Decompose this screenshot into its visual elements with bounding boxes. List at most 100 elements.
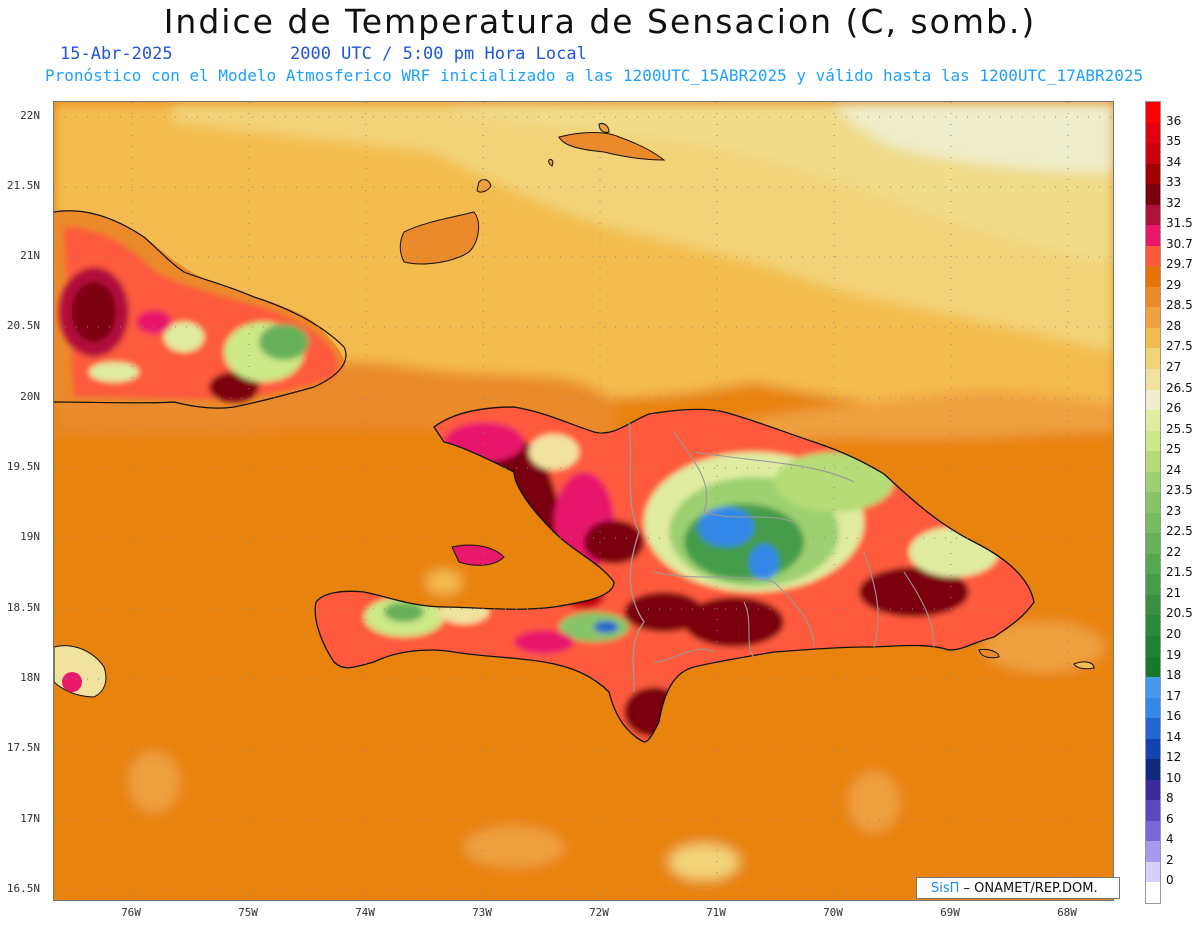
colorbar-swatch	[1146, 882, 1160, 903]
lon-label: 71W	[706, 906, 726, 919]
jamaica-landmass	[54, 645, 107, 698]
colorbar-swatch	[1146, 759, 1160, 781]
colorbar-swatch	[1146, 800, 1160, 822]
colorbar-label: 28.5	[1166, 298, 1193, 313]
lat-label: 18N	[20, 671, 40, 684]
colorbar-swatch	[1146, 204, 1160, 226]
colorbar-label: 27	[1166, 360, 1182, 374]
colorbar-swatch	[1146, 594, 1160, 616]
colorbar-swatch	[1146, 286, 1160, 308]
lat-label: 18.5N	[6, 601, 40, 614]
colorbar-swatch	[1146, 779, 1160, 801]
forecast-time: 2000 UTC / 5:00 pm Hora Local	[290, 44, 587, 64]
colorbar-swatch	[1146, 102, 1160, 124]
colorbar	[1145, 101, 1161, 904]
colorbar-label: 27.5	[1166, 339, 1193, 354]
colorbar-swatch	[1146, 245, 1160, 267]
colorbar-label: 19	[1166, 647, 1182, 662]
colorbar-label: 33	[1166, 175, 1182, 190]
colorbar-swatch	[1146, 820, 1160, 842]
colorbar-label: 18	[1166, 668, 1182, 683]
temperature-map	[54, 102, 1113, 900]
colorbar-label: 26.5	[1166, 380, 1193, 395]
colorbar-swatch	[1146, 492, 1160, 514]
colorbar-label: 20	[1166, 627, 1182, 641]
colorbar-swatch	[1146, 122, 1160, 144]
colorbar-label: 20.5	[1166, 606, 1193, 621]
puerto-rico-edge	[1073, 661, 1095, 670]
brand-logo: SisΠ	[931, 881, 960, 896]
colorbar-swatch	[1146, 533, 1160, 555]
colorbar-swatch	[1146, 327, 1160, 349]
lat-label: 22N	[20, 109, 40, 122]
graticule	[54, 102, 1113, 900]
lat-label: 19N	[20, 530, 40, 543]
colorbar-swatch	[1146, 574, 1160, 596]
credit-box: SisΠ – ONAMET/REP.DOM.	[916, 877, 1120, 899]
colorbar-label: 35	[1166, 134, 1182, 149]
lon-label: 70W	[823, 906, 843, 919]
colorbar-swatch	[1146, 430, 1160, 452]
colorbar-label: 14	[1166, 729, 1182, 744]
colorbar-label: 24	[1166, 462, 1182, 477]
colorbar-swatch	[1146, 677, 1160, 699]
colorbar-swatch	[1146, 636, 1160, 658]
lat-label: 21.5N	[6, 179, 40, 192]
colorbar-swatch	[1146, 163, 1160, 185]
lat-label: 20.5N	[6, 319, 40, 332]
colorbar-swatch	[1146, 697, 1160, 719]
lon-label: 76W	[121, 906, 141, 919]
colorbar-label: 25.5	[1166, 421, 1193, 436]
colorbar-swatch	[1146, 410, 1160, 432]
colorbar-swatch	[1146, 451, 1160, 473]
page-title: Indice de Temperatura de Sensacion (C, s…	[163, 2, 1037, 41]
lon-label: 69W	[940, 906, 960, 919]
colorbar-label: 12	[1166, 750, 1182, 765]
forecast-date: 15-Abr-2025	[60, 44, 173, 64]
lat-label: 21N	[20, 249, 40, 262]
colorbar-swatch	[1146, 266, 1160, 288]
colorbar-label: 21	[1166, 585, 1182, 600]
credit-text: – ONAMET/REP.DOM.	[959, 881, 1098, 896]
colorbar-label: 36	[1166, 113, 1182, 128]
colorbar-label: 23.5	[1166, 483, 1193, 498]
colorbar-swatch	[1146, 738, 1160, 760]
lon-label: 73W	[472, 906, 492, 919]
colorbar-label: 23	[1166, 503, 1182, 518]
colorbar-label: 29	[1166, 277, 1182, 292]
colorbar-label: 31.5	[1166, 216, 1193, 231]
colorbar-swatch	[1146, 553, 1160, 575]
map-panel	[53, 101, 1114, 901]
lat-label: 19.5N	[6, 460, 40, 473]
lon-label: 68W	[1057, 906, 1077, 919]
colorbar-swatch	[1146, 471, 1160, 493]
lon-label: 74W	[355, 906, 375, 919]
lon-label: 75W	[238, 906, 258, 919]
colorbar-label: 29.7	[1166, 257, 1193, 272]
lon-label: 72W	[589, 906, 609, 919]
colorbar-label: 25	[1166, 442, 1182, 457]
model-info: Pronóstico con el Modelo Atmosferico WRF…	[45, 66, 1144, 85]
colorbar-swatch	[1146, 348, 1160, 370]
colorbar-swatch	[1146, 389, 1160, 411]
colorbar-label: 4	[1166, 832, 1174, 847]
colorbar-label: 32	[1166, 195, 1182, 210]
colorbar-label: 16	[1166, 709, 1182, 724]
colorbar-label: 34	[1166, 154, 1182, 169]
colorbar-swatch	[1146, 307, 1160, 329]
colorbar-label: 28	[1166, 318, 1182, 333]
lat-label: 17.5N	[6, 741, 40, 754]
bahamas-islands	[399, 123, 666, 265]
colorbar-label: 0	[1166, 873, 1174, 888]
colorbar-swatch	[1146, 225, 1160, 247]
colorbar-label: 2	[1166, 852, 1174, 867]
colorbar-label: 10	[1166, 770, 1182, 785]
colorbar-label: 26	[1166, 401, 1182, 416]
colorbar-swatch	[1146, 656, 1160, 678]
colorbar-swatch	[1146, 143, 1160, 165]
colorbar-swatch	[1146, 369, 1160, 391]
colorbar-swatch	[1146, 512, 1160, 534]
colorbar-label: 8	[1166, 791, 1174, 806]
colorbar-swatch	[1146, 184, 1160, 206]
colorbar-swatch	[1146, 615, 1160, 637]
